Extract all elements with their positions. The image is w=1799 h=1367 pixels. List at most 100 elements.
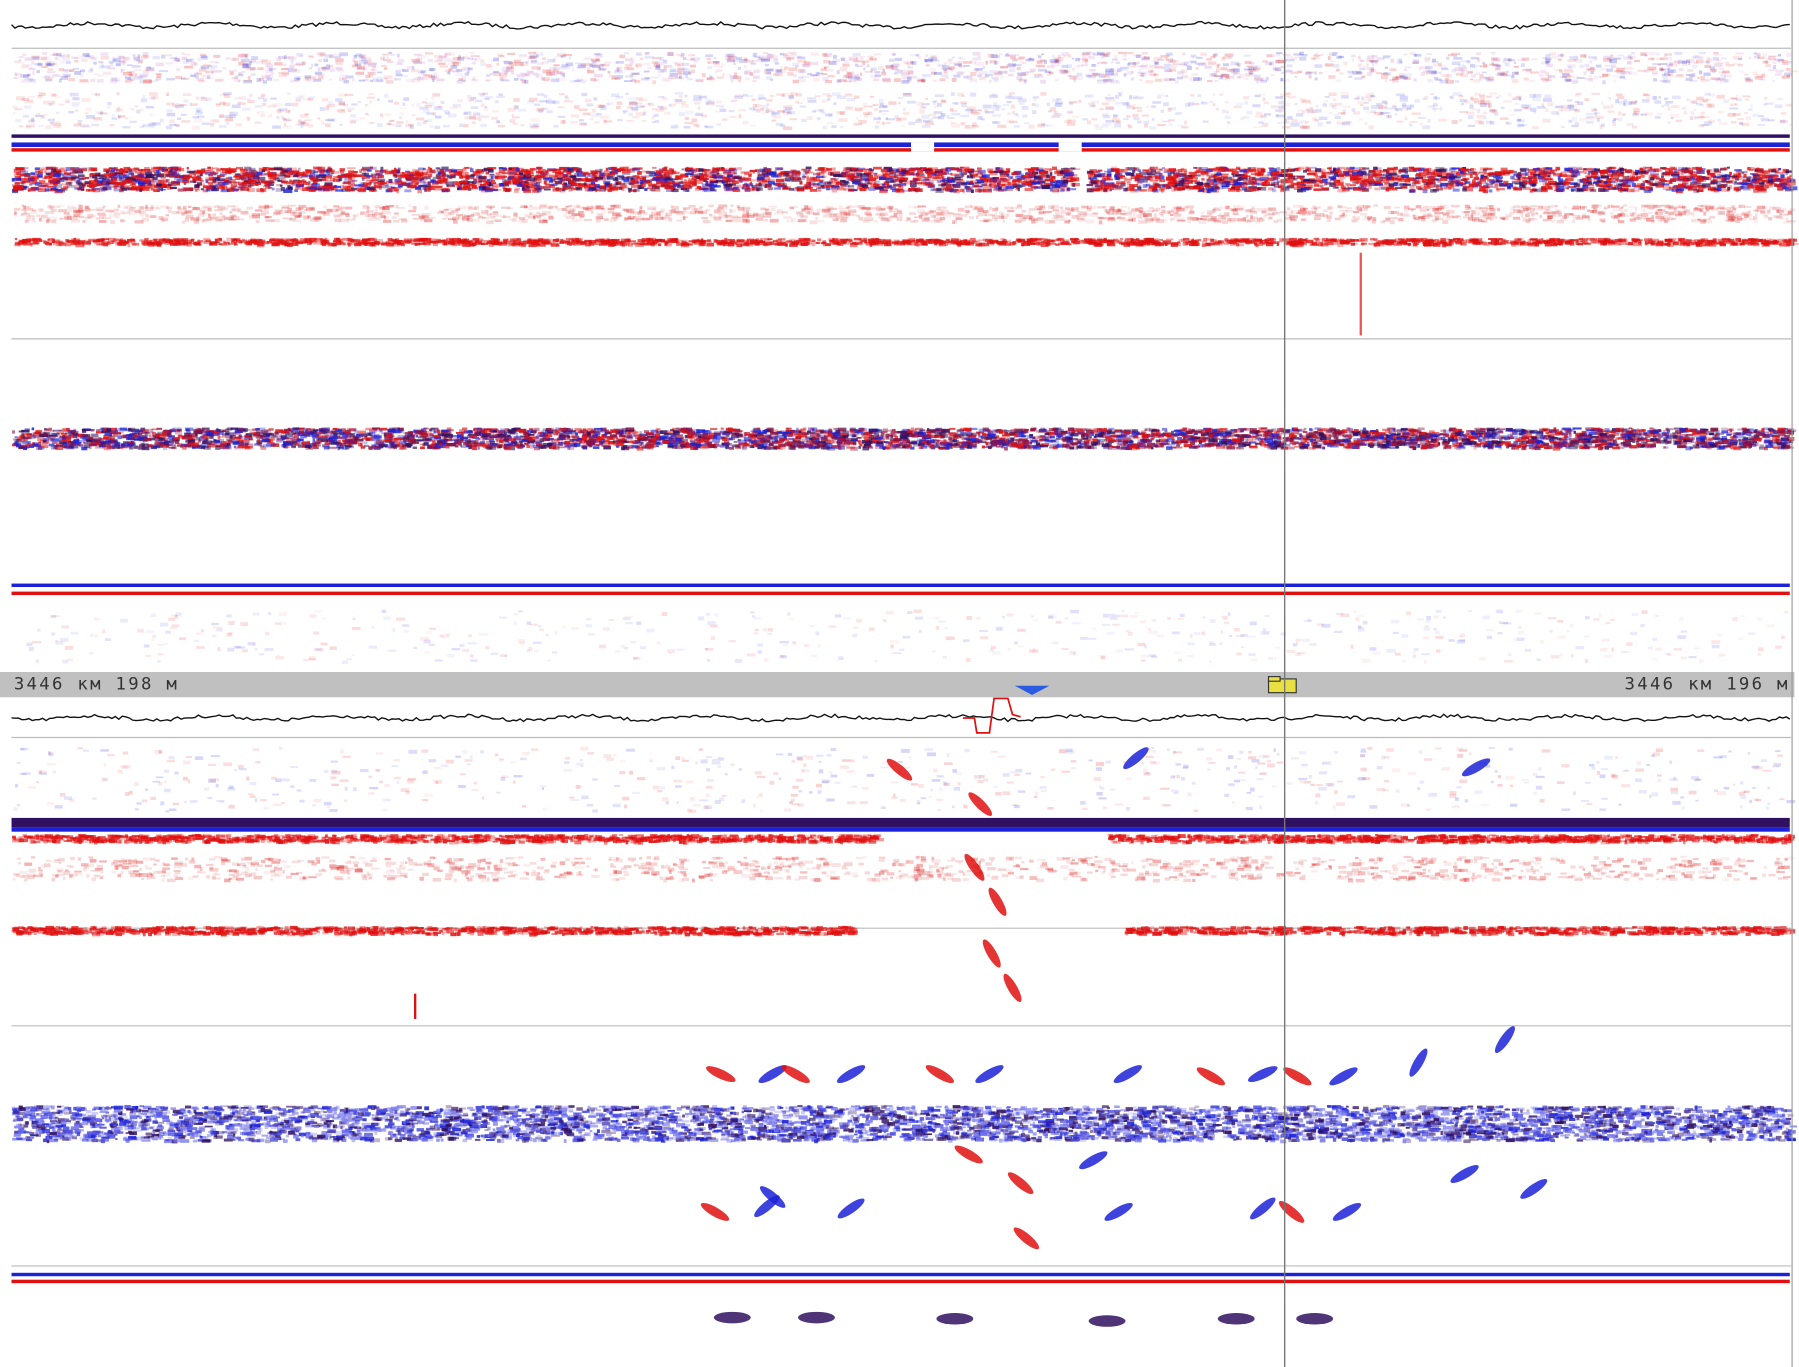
signal-point: [355, 53, 363, 57]
signal-point: [1554, 105, 1564, 108]
signal-point: [1640, 174, 1645, 178]
signal-point: [1641, 52, 1646, 56]
signal-point: [238, 53, 248, 58]
signal-point: [1342, 109, 1346, 113]
signal-point: [1054, 78, 1060, 82]
signal-point: [1271, 105, 1279, 109]
signal-point: [768, 55, 778, 59]
signal-point: [1745, 79, 1753, 83]
signal-point: [635, 112, 645, 117]
signal-point: [657, 69, 665, 73]
signal-point: [283, 117, 291, 122]
signal-point: [1703, 72, 1711, 76]
signal-point: [462, 67, 470, 71]
signal-point: [469, 51, 475, 55]
signal-point: [1428, 105, 1436, 109]
signal-point: [1107, 93, 1111, 96]
signal-point: [506, 67, 512, 72]
signal-point: [213, 54, 221, 58]
signal-point: [105, 176, 110, 181]
signal-point: [799, 105, 807, 108]
signal-point: [1346, 70, 1354, 74]
signal-point: [546, 72, 553, 76]
signal-point: [1188, 102, 1194, 107]
signal-point: [563, 53, 573, 56]
signal-point: [1672, 61, 1680, 64]
signal-point: [268, 68, 273, 72]
signal-point: [230, 57, 237, 61]
signal-point: [1109, 189, 1112, 192]
signal-point: [1359, 103, 1364, 107]
signal-point: [411, 58, 421, 63]
signal-point: [1280, 65, 1285, 69]
signal-point: [1150, 70, 1153, 73]
signal-point: [466, 57, 473, 60]
signal-point: [1202, 61, 1206, 64]
signal-point: [120, 59, 127, 64]
signal-point: [1737, 118, 1744, 121]
signal-point: [1436, 78, 1442, 81]
signal-point: [250, 67, 257, 71]
signal-point: [464, 184, 472, 187]
signal-point: [198, 79, 205, 83]
signal-point: [1274, 67, 1282, 72]
signal-point: [231, 77, 239, 80]
signal-point: [354, 63, 362, 67]
signal-point: [1063, 69, 1068, 73]
signal-point: [994, 60, 999, 65]
signal-point: [325, 64, 330, 67]
signal-point: [1132, 95, 1138, 98]
signal-point: [635, 102, 643, 105]
signal-point: [225, 57, 231, 60]
signal-point: [709, 75, 714, 79]
signal-point: [670, 125, 679, 129]
signal-point: [1390, 58, 1394, 63]
signal-point: [97, 60, 103, 64]
signal-point: [657, 73, 661, 77]
signal-point: [1311, 110, 1317, 114]
signal-point: [1213, 53, 1218, 57]
signal-point: [40, 56, 47, 61]
signal-point: [209, 65, 218, 69]
signal-point: [1255, 178, 1264, 181]
signal-point: [1227, 55, 1234, 59]
signal-point: [975, 68, 979, 73]
signal-point: [879, 102, 884, 107]
signal-point: [263, 98, 267, 102]
signal-point: [1714, 53, 1722, 57]
signal-point: [897, 117, 907, 121]
signal-point: [26, 124, 35, 128]
signal-point: [166, 109, 173, 112]
signal-point: [1122, 118, 1129, 120]
signal-point: [1249, 70, 1253, 75]
signal-point: [1722, 70, 1730, 74]
signal-point: [842, 63, 850, 67]
signal-point: [343, 79, 349, 84]
signal-point: [1243, 68, 1253, 71]
signal-point: [181, 56, 188, 61]
signal-point: [1289, 184, 1294, 188]
signal-point: [1379, 106, 1388, 109]
signal-point: [858, 120, 867, 124]
signal-point: [1249, 73, 1255, 77]
signal-point: [1532, 126, 1539, 130]
signal-point: [462, 79, 466, 82]
signal-point: [1143, 56, 1150, 59]
signal-point: [431, 75, 437, 79]
signal-point: [357, 66, 363, 70]
signal-point: [1479, 94, 1485, 98]
signal-point: [1131, 106, 1136, 110]
signal-point: [774, 62, 779, 65]
signal-point: [1543, 96, 1553, 99]
signal-point: [848, 75, 855, 80]
signal-point: [1575, 92, 1583, 95]
signal-point: [1055, 101, 1064, 105]
signal-point: [911, 61, 917, 65]
signal-point: [194, 75, 199, 79]
signal-point: [726, 53, 735, 57]
signal-point: [998, 189, 1005, 192]
signal-point: [1719, 121, 1728, 126]
signal-point: [28, 183, 33, 186]
signal-point: [1311, 57, 1316, 60]
signal-point: [272, 102, 282, 107]
